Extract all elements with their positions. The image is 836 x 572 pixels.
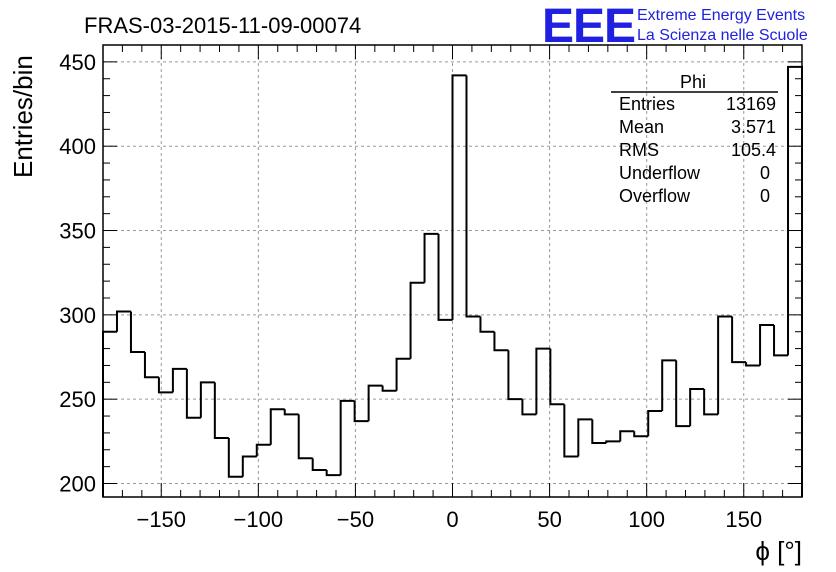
histogram-bin: [409, 281, 425, 359]
stats-underflow-value: 0: [760, 163, 770, 183]
histogram-bin: [102, 330, 117, 497]
histogram-bin: [759, 323, 775, 366]
stats-mean-value: 3.571: [731, 117, 776, 137]
histogram-bin: [479, 316, 495, 333]
stats-entries-label: Entries: [619, 94, 675, 114]
stats-underflow-label: Underflow: [619, 163, 701, 183]
histogram-bin: [339, 399, 355, 476]
histogram-bin: [619, 430, 635, 442]
histogram-bin: [563, 404, 579, 458]
histogram-bin: [227, 437, 243, 478]
stats-mean-label: Mean: [619, 117, 664, 137]
histogram-bin: [325, 470, 341, 477]
histogram-bin: [493, 331, 509, 352]
histogram-bin: [157, 377, 173, 394]
y-tick-label: 250: [59, 387, 96, 412]
y-tick-label: 400: [59, 134, 96, 159]
histogram-bin: [703, 389, 719, 416]
y-tick-label: 350: [59, 219, 96, 244]
histogram-bin: [129, 311, 145, 353]
stats-rms-value: 105.4: [731, 140, 776, 160]
histogram-bin: [731, 316, 747, 364]
histogram-bin: [675, 360, 691, 428]
x-tick-label: 150: [725, 507, 762, 532]
histogram-bin: [115, 310, 131, 332]
histogram-bin: [465, 75, 481, 318]
y-axis-label: Entries/bin: [8, 55, 38, 178]
histogram-bin: [647, 409, 663, 437]
histogram-bin: [423, 232, 439, 283]
x-axis-label: ϕ [°]: [755, 536, 802, 566]
histogram-bin: [717, 315, 733, 415]
histogram: [102, 65, 803, 497]
histogram-bin: [661, 359, 677, 411]
histogram-bin: [507, 350, 523, 401]
histogram-bin: [395, 357, 411, 391]
histogram-bin: [241, 455, 257, 477]
stats-overflow-label: Overflow: [619, 186, 691, 206]
stats-box: Phi Entries 13169 Mean 3.571 RMS 105.4 U…: [611, 72, 778, 206]
logo-line-1: Extreme Energy Events: [637, 7, 805, 24]
histogram-bin: [297, 414, 313, 460]
histogram-bin: [171, 367, 187, 393]
logo-mark: EEE: [542, 0, 635, 53]
histogram-bin: [255, 443, 271, 457]
chart-title: FRAS-03-2015-11-09-00074: [84, 13, 361, 38]
histogram-bin: [535, 347, 551, 415]
histogram-bin: [283, 409, 299, 416]
x-tick-label: 50: [537, 507, 561, 532]
y-tick-label: 450: [59, 50, 96, 75]
x-tick-label: 0: [446, 507, 458, 532]
stats-entries-value: 13169: [726, 94, 776, 114]
histogram-bin: [605, 440, 621, 444]
x-tick-label: −50: [337, 507, 374, 532]
histogram-bin: [143, 351, 159, 379]
x-tick-label: −100: [234, 507, 284, 532]
stats-title: Phi: [680, 72, 706, 92]
histogram-bin: [353, 400, 369, 423]
histogram-bin: [633, 431, 649, 438]
histogram-bin: [437, 233, 453, 321]
y-tick-label: 200: [59, 472, 96, 497]
histogram-bin: [745, 362, 761, 367]
histogram-bin: [577, 418, 593, 457]
histogram-bin: [367, 384, 383, 422]
axes: −150 −100 −50 0 50 100 150 200 250 300 350 400 450: [59, 44, 803, 532]
y-tick-label: 300: [59, 303, 96, 328]
histogram-bin: [773, 324, 789, 357]
histogram-bin: [451, 74, 467, 320]
stats-overflow-value: 0: [760, 186, 770, 206]
eee-logo: EEE Extreme Energy Events La Scienza nel…: [542, 0, 808, 53]
histogram-bin: [689, 388, 705, 427]
histogram-bin: [213, 382, 229, 439]
histogram-bin: [381, 385, 397, 392]
logo-line-2: La Scienza nelle Scuole: [637, 27, 808, 44]
histogram-bin: [269, 408, 285, 445]
histogram-bin: [549, 348, 565, 406]
histogram-bin: [311, 458, 327, 472]
x-tick-label: −150: [136, 507, 186, 532]
histogram-bin: [199, 381, 215, 418]
histogram-bin: [521, 399, 537, 416]
x-tick-label: 100: [628, 507, 665, 532]
histogram-bin: [185, 368, 201, 419]
stats-rms-label: RMS: [619, 140, 659, 160]
histogram-bin: [591, 419, 607, 445]
